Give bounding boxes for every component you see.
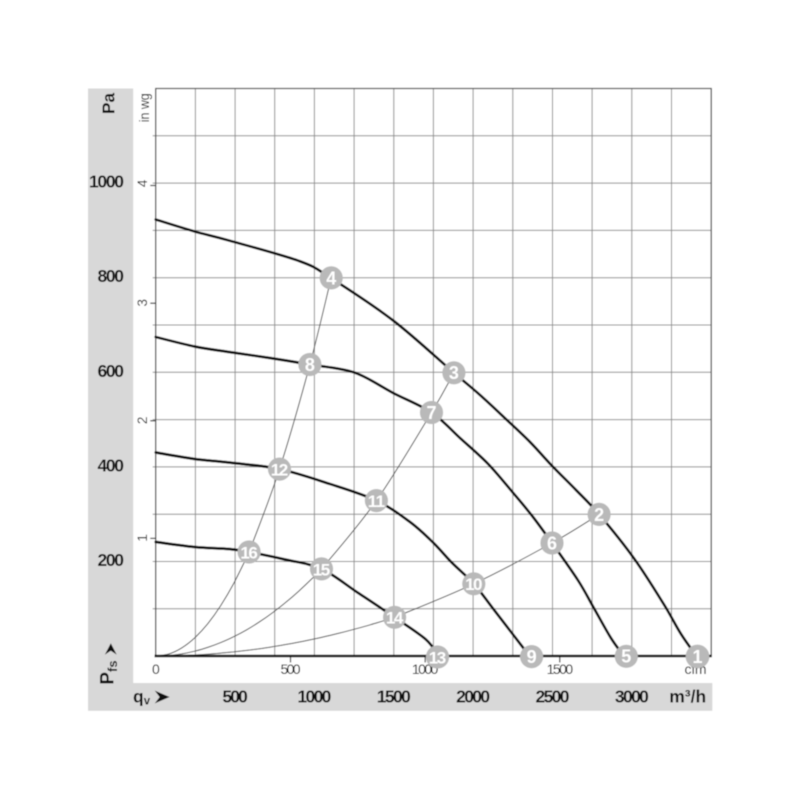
svg-text:3000: 3000: [615, 686, 649, 706]
svg-text:Pa: Pa: [99, 93, 119, 114]
svg-text:800: 800: [98, 266, 125, 286]
svg-text:4: 4: [135, 179, 150, 187]
svg-text:1000: 1000: [297, 686, 331, 706]
svg-text:400: 400: [98, 455, 125, 475]
svg-text:14: 14: [386, 609, 404, 628]
svg-text:3: 3: [449, 363, 459, 383]
svg-text:4: 4: [326, 268, 336, 288]
svg-text:in wg: in wg: [136, 93, 152, 122]
svg-text:2000: 2000: [456, 686, 490, 706]
svg-text:1500: 1500: [547, 661, 574, 677]
svg-text:500: 500: [222, 686, 248, 706]
svg-text:13: 13: [429, 648, 446, 667]
svg-text:500: 500: [281, 661, 301, 677]
svg-text:2: 2: [594, 505, 604, 525]
svg-text:11: 11: [368, 492, 385, 511]
svg-text:2500: 2500: [536, 686, 570, 706]
svg-text:9: 9: [527, 647, 537, 667]
svg-text:1: 1: [135, 534, 150, 542]
svg-text:3: 3: [135, 299, 150, 307]
svg-text:6: 6: [547, 533, 557, 553]
svg-text:1000: 1000: [89, 172, 124, 192]
svg-text:600: 600: [98, 361, 125, 381]
svg-text:12: 12: [271, 461, 288, 480]
svg-text:16: 16: [240, 543, 257, 562]
svg-text:7: 7: [426, 403, 436, 423]
svg-text:5: 5: [621, 647, 631, 667]
svg-text:1: 1: [692, 647, 702, 667]
svg-text:10: 10: [465, 575, 482, 594]
svg-text:2: 2: [135, 417, 150, 425]
svg-text:1500: 1500: [377, 686, 411, 706]
svg-text:0: 0: [152, 661, 160, 677]
svg-text:15: 15: [313, 560, 330, 579]
svg-text:m³/h: m³/h: [669, 686, 706, 706]
svg-text:8: 8: [305, 355, 315, 375]
svg-text:200: 200: [98, 550, 125, 570]
